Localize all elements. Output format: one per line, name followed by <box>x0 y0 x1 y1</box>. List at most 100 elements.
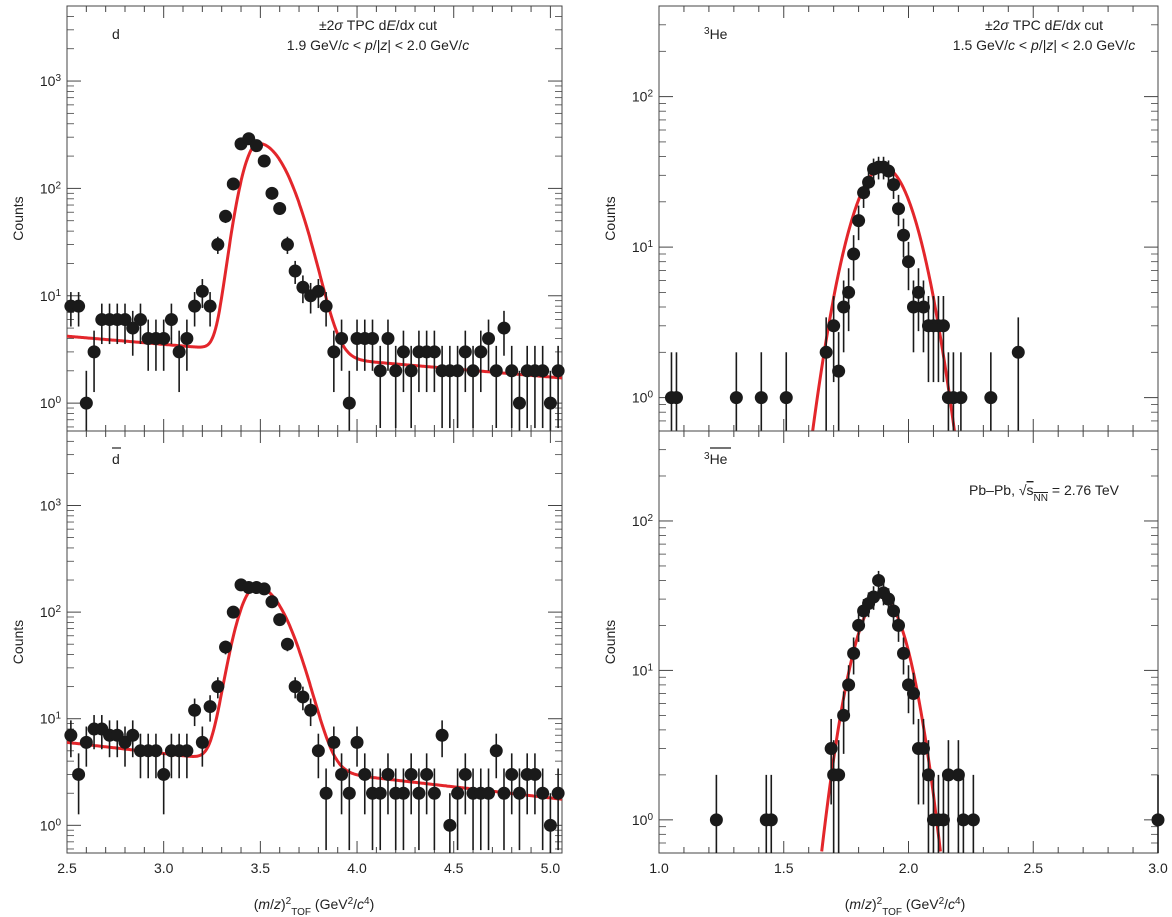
helium3-panel: 100 101 102 Counts 3He ±2σ TPC dE/dx cut 1.5 G… <box>602 5 1159 432</box>
data-point <box>543 396 557 410</box>
particle-label: d <box>112 451 120 467</box>
data-point <box>427 786 441 800</box>
data-point <box>842 285 856 299</box>
data-point <box>458 345 472 359</box>
data-point <box>892 202 906 216</box>
data-point <box>941 768 955 782</box>
data-point <box>824 742 838 756</box>
data-point <box>892 618 906 632</box>
data-point <box>902 255 915 269</box>
y-tick-label: 100 <box>40 395 62 412</box>
x-tick-label: 3.0 <box>154 860 174 876</box>
data-point <box>536 786 550 800</box>
data-point <box>288 264 302 278</box>
data-point <box>669 391 683 405</box>
data-point <box>451 364 465 378</box>
data-point <box>906 300 920 314</box>
data-point <box>304 703 318 717</box>
annotation-text: 1.9 GeV/c < p/|z| < 2.0 GeV/c <box>287 37 469 53</box>
data-point <box>273 201 287 215</box>
data-point <box>543 818 557 832</box>
data-point <box>327 735 341 749</box>
x-tick-label: 1.0 <box>649 860 669 876</box>
data-point <box>249 139 263 153</box>
data-point <box>172 345 186 359</box>
data-point <box>512 396 526 410</box>
data-point <box>404 767 418 781</box>
data-point <box>311 284 325 298</box>
data-point <box>497 786 511 800</box>
data-point <box>882 164 896 178</box>
data-point <box>954 391 968 405</box>
data-point <box>257 582 271 596</box>
data-point <box>779 391 793 405</box>
data-point <box>887 604 901 618</box>
fit-curve <box>820 595 942 852</box>
data-point <box>296 280 310 294</box>
data-point <box>335 767 349 781</box>
y-tick-label: 101 <box>632 239 654 256</box>
y-tick-label: 102 <box>632 88 654 105</box>
y-tick-label: 100 <box>40 817 62 834</box>
data-point <box>126 321 140 335</box>
data-point <box>319 299 333 313</box>
data-point <box>342 786 356 800</box>
particle-label: 3He <box>704 26 728 43</box>
annotation-text: ±2σ TPC dE/dx cut <box>985 17 1103 33</box>
data-point <box>482 331 496 345</box>
data-point <box>157 331 171 345</box>
data-point <box>443 818 457 832</box>
data-point <box>203 299 217 313</box>
data-point <box>482 786 496 800</box>
data-point <box>956 813 970 827</box>
y-tick-label: 102 <box>40 604 62 621</box>
data-point <box>373 364 387 378</box>
data-point <box>280 238 294 252</box>
data-point <box>832 768 846 782</box>
data-point <box>872 573 886 587</box>
y-axis-label: Counts <box>10 196 26 240</box>
antihelium3-panel: 100 101 102 1.0 1.5 2.0 2.5 3.0 Counts 3He Pb–Pb, … <box>602 430 1168 876</box>
data-point <box>897 228 911 242</box>
y-tick-label: 103 <box>40 73 62 90</box>
data-point <box>373 786 387 800</box>
data-point <box>203 700 217 714</box>
data-point <box>709 813 723 827</box>
data-point <box>936 813 950 827</box>
data-point <box>219 209 233 223</box>
data-point <box>412 786 426 800</box>
data-point <box>754 391 768 405</box>
data-point <box>396 345 410 359</box>
data-point <box>551 364 565 378</box>
data-point <box>1011 345 1025 359</box>
data-point <box>350 735 364 749</box>
data-point <box>897 646 911 660</box>
data-point <box>497 321 511 335</box>
y-tick-label: 101 <box>40 287 62 304</box>
data-point <box>342 396 356 410</box>
particle-label: 3He <box>704 451 728 468</box>
data-point <box>219 640 233 654</box>
data-point <box>296 690 310 704</box>
data-point <box>133 313 147 327</box>
data-point <box>842 678 856 692</box>
data-point <box>389 364 403 378</box>
data-point <box>451 786 465 800</box>
data-point <box>288 680 302 694</box>
data-point <box>87 345 101 359</box>
data-point <box>327 345 341 359</box>
data-point <box>882 592 896 606</box>
data-point <box>180 744 194 758</box>
y-tick-label: 101 <box>632 662 654 679</box>
x-tick-label: 2.5 <box>1024 860 1044 876</box>
data-point <box>916 742 930 756</box>
data-point <box>505 767 519 781</box>
data-point <box>273 613 287 627</box>
data-point <box>420 767 434 781</box>
data-point <box>847 646 861 660</box>
data-point <box>936 319 950 333</box>
data-point <box>489 364 503 378</box>
x-tick-label: 2.0 <box>899 860 919 876</box>
data-point <box>764 813 778 827</box>
data-point <box>466 364 480 378</box>
